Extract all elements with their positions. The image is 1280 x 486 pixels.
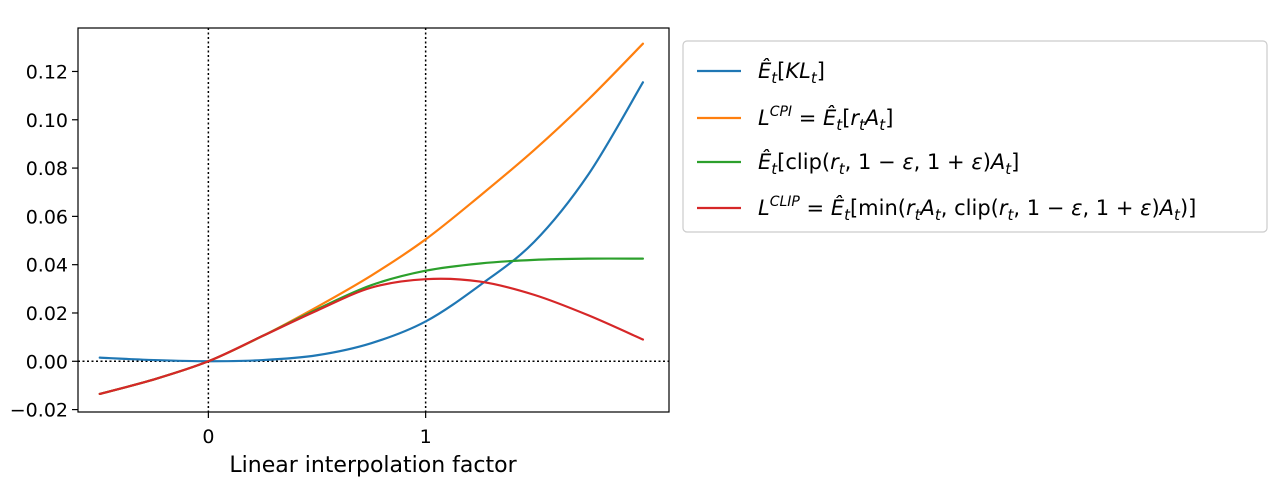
y-tick-label: −0.02 bbox=[10, 400, 68, 422]
legend-label-clip: Êt[clip(rt, 1 − ε, 1 + ε)At] bbox=[758, 149, 1019, 178]
series-line-1 bbox=[98, 81, 645, 363]
y-tick-label: 0.12 bbox=[26, 61, 68, 83]
y-tick-label: 0.00 bbox=[26, 351, 68, 373]
y-tick-label: 0.06 bbox=[26, 206, 68, 228]
y-axis-ticks: −0.02 0.00 0.02 0.04 0.06 0.08 0.10 0.12 bbox=[10, 61, 78, 422]
legend-box bbox=[682, 40, 1268, 233]
y-tick-label: 0.08 bbox=[26, 158, 68, 180]
x-tick-label: 1 bbox=[420, 426, 432, 448]
legend-label-cpi: LCPI = Êt[rtAt] bbox=[758, 104, 893, 134]
legend-label-kl: Êt[KLt] bbox=[758, 58, 825, 87]
series-lines bbox=[98, 42, 645, 395]
reference-lines bbox=[78, 28, 669, 412]
legend-label-lclip: LCLIP = Êt[min(rtAt, clip(rt, 1 − ε, 1 +… bbox=[758, 194, 1196, 224]
y-tick-label: 0.10 bbox=[26, 110, 68, 132]
x-axis-label: Linear interpolation factor bbox=[229, 453, 517, 478]
series-line-3 bbox=[98, 257, 645, 395]
x-tick-label: 0 bbox=[202, 426, 214, 448]
legend: Êt[KLt] LCPI = Êt[rtAt] Êt[clip(rt, 1 − … bbox=[682, 40, 1268, 233]
plot-frame bbox=[77, 27, 670, 413]
series-line-2 bbox=[98, 42, 645, 395]
y-tick-label: 0.02 bbox=[26, 303, 68, 325]
y-tick-label: 0.04 bbox=[26, 255, 68, 277]
series-line-4 bbox=[98, 277, 645, 395]
